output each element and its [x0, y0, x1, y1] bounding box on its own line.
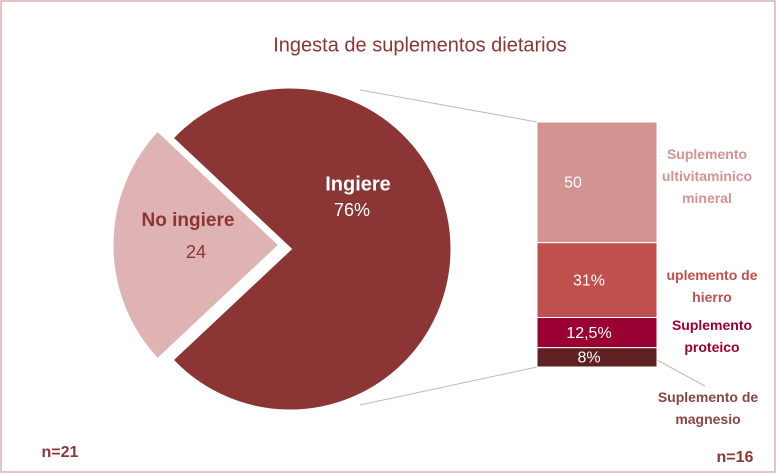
category-label: uplemento de hierro [666, 267, 758, 305]
leader-line [656, 359, 706, 387]
bar-segment [536, 347, 658, 368]
value-label: 50 [564, 175, 582, 192]
slice-label: No ingiere [142, 210, 235, 231]
category-label: Suplemento ultivitaminico mineral [661, 146, 753, 206]
bar-segment [536, 242, 658, 319]
connector [359, 366, 538, 406]
value-label: 76% [334, 200, 370, 220]
slice-label: Ingiere [325, 173, 391, 195]
value-label: 31% [573, 272, 605, 289]
value-label: 12,5% [566, 325, 611, 342]
bar-segment [536, 317, 658, 349]
category-label: Suplemento de magnesio [657, 389, 759, 427]
chart-title: Ingesta de suplementos dietarios [273, 34, 567, 56]
bar-segment [536, 121, 658, 244]
value-label: 8% [577, 350, 600, 367]
connector [359, 89, 538, 123]
category-label: Suplemento proteico [671, 317, 753, 355]
value-label: 24 [186, 242, 206, 262]
pie-slice [169, 85, 454, 413]
pie-slice [110, 127, 283, 363]
annotation: n=16 [717, 449, 754, 466]
annotation: n=21 [42, 444, 79, 461]
